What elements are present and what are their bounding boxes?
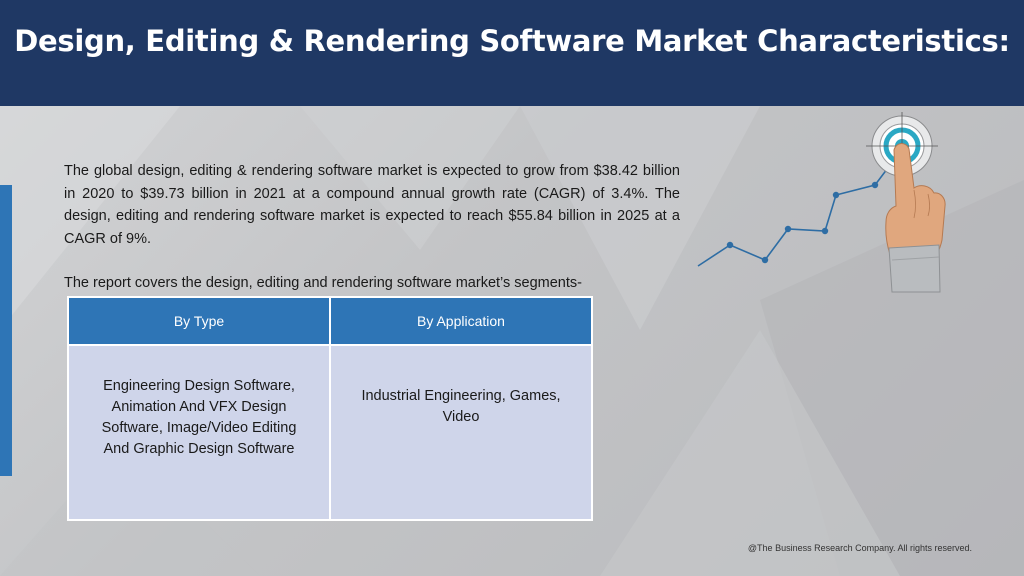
segments-lead-text: The report covers the design, editing an…: [64, 275, 582, 291]
hand-icon: [885, 143, 946, 293]
table-row: Engineering Design Software, Animation A…: [67, 344, 593, 521]
header-by-type: By Type: [67, 296, 331, 346]
cell-application-list: Industrial Engineering, Games, Video: [329, 344, 593, 521]
left-accent-bar: [0, 185, 12, 476]
growth-line-points: [726, 181, 879, 264]
cell-type-list: Engineering Design Software, Animation A…: [67, 344, 331, 521]
intro-paragraph: The global design, editing & rendering s…: [64, 163, 680, 247]
copyright-footer: @The Business Research Company. All righ…: [747, 543, 972, 553]
slide-title: Design, Editing & Rendering Software Mar…: [14, 24, 1010, 58]
header-by-application: By Application: [329, 296, 593, 346]
title-bar: Design, Editing & Rendering Software Mar…: [0, 0, 1024, 106]
table-header-row: By Type By Application: [67, 296, 593, 346]
segments-table: By Type By Application Engineering Desig…: [67, 296, 593, 521]
growth-line-icon: [697, 151, 901, 267]
hand-pointing-target-growth-icon: [697, 112, 946, 293]
